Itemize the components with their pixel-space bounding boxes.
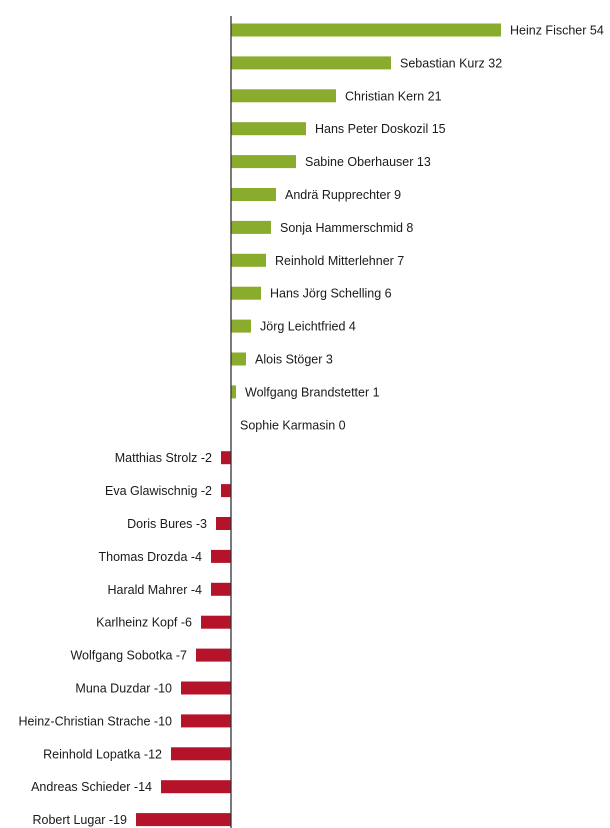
bar-label: Sonja Hammerschmid 8	[280, 221, 413, 235]
bar-label: Heinz Fischer 54	[510, 24, 604, 38]
bar	[231, 385, 236, 399]
bar	[221, 484, 231, 498]
bar	[231, 352, 246, 366]
bar	[136, 813, 231, 827]
bar-label: Harald Mahrer -4	[108, 583, 203, 597]
bar	[221, 451, 231, 465]
bar-label: Andreas Schieder -14	[31, 780, 152, 794]
bar-label: Eva Glawischnig -2	[105, 484, 212, 498]
bar	[216, 517, 231, 530]
bar-label: Sophie Karmasin 0	[240, 418, 346, 432]
bar	[231, 319, 251, 333]
bar	[231, 56, 391, 70]
bar-label: Sabine Oberhauser 13	[305, 155, 431, 169]
bar	[231, 188, 276, 201]
bar	[171, 747, 231, 761]
bar-label: Doris Bures -3	[127, 517, 207, 531]
bar-label: Robert Lugar -19	[32, 813, 127, 827]
bar	[211, 582, 231, 596]
bar-label: Andrä Rupprechter 9	[285, 188, 401, 202]
bar	[231, 23, 501, 37]
labels-group: Heinz Fischer 54 Sebastian Kurz 32 Christi…	[18, 24, 603, 828]
bar-label: Matthias Strolz -2	[115, 451, 212, 465]
bar	[231, 89, 336, 103]
bar	[201, 615, 231, 629]
bar-label: Reinhold Mitterlehner 7	[275, 254, 404, 268]
bars-group	[136, 23, 501, 827]
bar-label: Christian Kern 21	[345, 89, 442, 103]
bar	[231, 220, 271, 234]
bar-label: Thomas Drozda -4	[98, 550, 202, 564]
bar	[211, 549, 231, 563]
bar-label: Heinz-Christian Strache -10	[18, 714, 172, 728]
bar	[181, 714, 231, 728]
bar	[181, 681, 231, 695]
bar-label: Jörg Leichtfried 4	[260, 320, 356, 334]
bar	[231, 286, 261, 300]
bar	[196, 648, 231, 662]
bar	[231, 122, 306, 136]
bar-label: Hans Peter Doskozil 15	[315, 122, 446, 136]
bar-label: Muna Duzdar -10	[75, 682, 172, 696]
bar-label: Reinhold Lopatka -12	[43, 747, 162, 761]
bar	[161, 780, 231, 794]
bar-label: Hans Jörg Schelling 6	[270, 287, 392, 301]
bar-label: Sebastian Kurz 32	[400, 56, 502, 70]
bar-label: Alois Stöger 3	[255, 353, 333, 367]
bar	[231, 253, 266, 267]
bar	[231, 155, 296, 169]
bar-label: Wolfgang Sobotka -7	[70, 649, 187, 663]
bar-label: Karlheinz Kopf -6	[96, 616, 192, 630]
bar-label: Wolfgang Brandstetter 1	[245, 385, 380, 399]
